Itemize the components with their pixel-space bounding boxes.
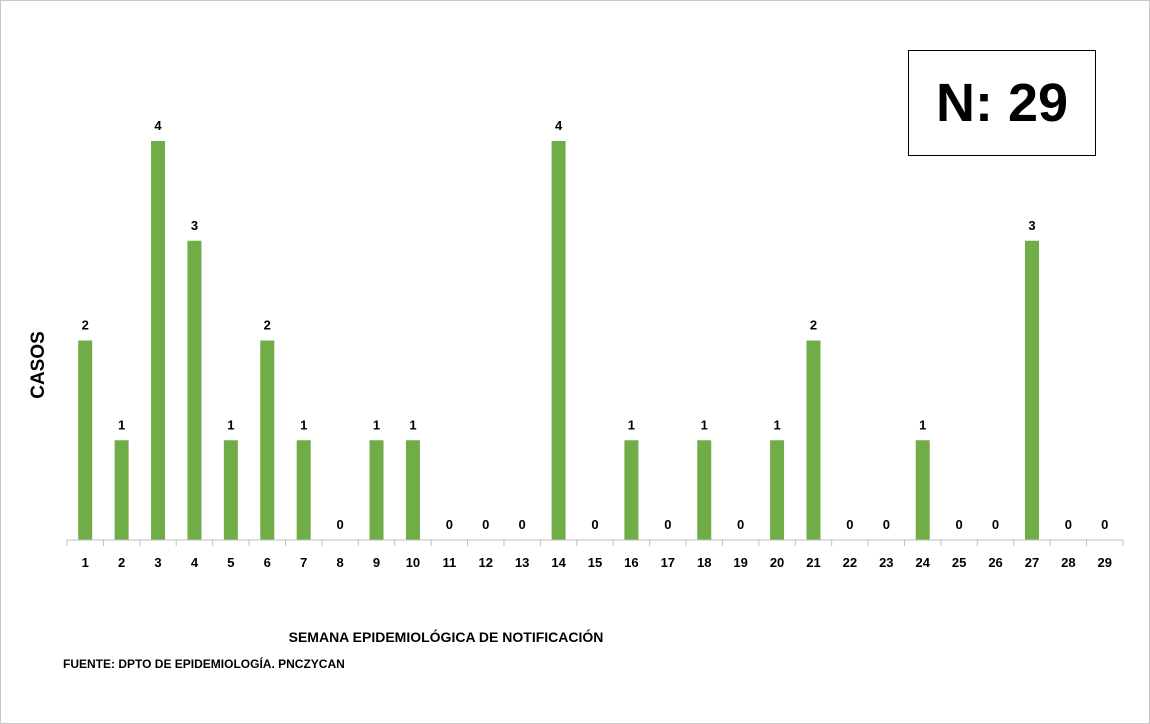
bar-week-6 <box>260 340 275 540</box>
x-tick-label-8: 8 <box>336 555 343 570</box>
x-tick-label-16: 16 <box>624 555 638 570</box>
x-tick-label-12: 12 <box>479 555 493 570</box>
data-label-week-14: 4 <box>555 118 563 133</box>
data-label-week-3: 4 <box>154 118 162 133</box>
x-tick-label-5: 5 <box>227 555 234 570</box>
data-label-week-18: 1 <box>701 417 708 432</box>
x-tick-label-1: 1 <box>82 555 89 570</box>
bar-week-16 <box>624 440 639 540</box>
bar-week-10 <box>405 440 420 540</box>
total-count-box: N: 29 <box>908 50 1096 156</box>
bar-week-27 <box>1024 240 1039 540</box>
data-label-week-10: 1 <box>409 417 416 432</box>
x-tick-label-19: 19 <box>733 555 747 570</box>
source-note: FUENTE: DPTO DE EPIDEMIOLOGÍA. PNCZYCAN <box>63 657 345 671</box>
data-label-week-11: 0 <box>446 517 453 532</box>
data-label-week-8: 0 <box>336 517 343 532</box>
x-tick-label-6: 6 <box>264 555 271 570</box>
bars-group <box>78 141 1039 540</box>
data-label-week-6: 2 <box>264 318 271 333</box>
data-label-week-4: 3 <box>191 218 198 233</box>
data-label-week-1: 2 <box>82 318 89 333</box>
data-label-week-16: 1 <box>628 417 635 432</box>
y-axis-label: CASOS <box>28 331 49 399</box>
x-tick-label-2: 2 <box>118 555 125 570</box>
bar-week-9 <box>369 440 384 540</box>
data-label-week-12: 0 <box>482 517 489 532</box>
x-tick-label-29: 29 <box>1098 555 1112 570</box>
bar-week-18 <box>697 440 712 540</box>
x-tick-label-10: 10 <box>406 555 420 570</box>
bar-week-7 <box>296 440 311 540</box>
x-tick-label-17: 17 <box>661 555 675 570</box>
data-label-week-29: 0 <box>1101 517 1108 532</box>
data-label-week-22: 0 <box>846 517 853 532</box>
x-tick-label-13: 13 <box>515 555 529 570</box>
x-tick-label-21: 21 <box>806 555 820 570</box>
x-tick-label-3: 3 <box>154 555 161 570</box>
bar-week-2 <box>114 440 129 540</box>
x-ticks-group <box>66 540 1124 546</box>
x-tick-label-24: 24 <box>915 555 930 570</box>
data-label-week-2: 1 <box>118 417 125 432</box>
x-tick-label-14: 14 <box>551 555 566 570</box>
bar-week-5 <box>223 440 238 540</box>
data-label-week-7: 1 <box>300 417 307 432</box>
x-tick-label-22: 22 <box>843 555 857 570</box>
data-labels-group: 2 1 4 3 1 2 1 0 1 1 0 0 0 4 0 1 0 1 0 1 2 0 0 1 0 0 3 0 0 <box>82 118 1109 532</box>
data-label-week-5: 1 <box>227 417 234 432</box>
x-tick-label-18: 18 <box>697 555 711 570</box>
x-tick-labels-group: 1 2 3 4 5 6 7 8 9 10 11 12 13 14 15 16 17 18 19 20 21 22 23 24 2… <box>82 555 1112 570</box>
data-label-week-27: 3 <box>1028 218 1035 233</box>
x-tick-label-26: 26 <box>988 555 1002 570</box>
data-label-week-20: 1 <box>773 417 780 432</box>
data-label-week-9: 1 <box>373 417 380 432</box>
x-tick-label-11: 11 <box>442 555 456 570</box>
bar-week-3 <box>151 141 166 540</box>
data-label-week-13: 0 <box>519 517 526 532</box>
x-tick-label-9: 9 <box>373 555 380 570</box>
bar-week-1 <box>78 340 93 540</box>
x-tick-label-27: 27 <box>1025 555 1039 570</box>
x-tick-label-28: 28 <box>1061 555 1075 570</box>
bar-week-4 <box>187 240 202 540</box>
bar-week-20 <box>770 440 785 540</box>
x-tick-label-25: 25 <box>952 555 966 570</box>
data-label-week-21: 2 <box>810 318 817 333</box>
x-tick-label-7: 7 <box>300 555 307 570</box>
data-label-week-28: 0 <box>1065 517 1072 532</box>
data-label-week-15: 0 <box>591 517 598 532</box>
bar-week-24 <box>915 440 930 540</box>
x-axis-label: SEMANA EPIDEMIOLÓGICA DE NOTIFICACIÓN <box>288 629 604 645</box>
data-label-week-24: 1 <box>919 417 926 432</box>
x-tick-label-4: 4 <box>191 555 199 570</box>
bar-week-14 <box>551 141 566 540</box>
data-label-week-25: 0 <box>956 517 963 532</box>
data-label-week-17: 0 <box>664 517 671 532</box>
data-label-week-23: 0 <box>883 517 890 532</box>
x-tick-label-20: 20 <box>770 555 784 570</box>
x-tick-label-23: 23 <box>879 555 893 570</box>
x-tick-label-15: 15 <box>588 555 602 570</box>
bar-week-21 <box>806 340 821 540</box>
data-label-week-19: 0 <box>737 517 744 532</box>
data-label-week-26: 0 <box>992 517 999 532</box>
